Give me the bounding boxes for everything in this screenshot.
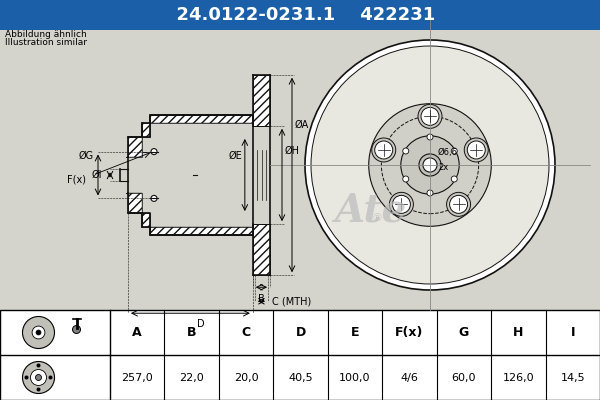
Bar <box>253 224 270 275</box>
Text: E: E <box>351 326 359 339</box>
Circle shape <box>464 138 488 162</box>
Text: ØI: ØI <box>91 170 102 180</box>
Bar <box>128 137 142 157</box>
Text: 14,5: 14,5 <box>560 372 585 382</box>
Text: B: B <box>258 294 265 304</box>
Circle shape <box>418 104 442 128</box>
Bar <box>128 193 142 213</box>
Circle shape <box>392 195 410 213</box>
Circle shape <box>467 141 485 159</box>
Bar <box>253 75 270 126</box>
Bar <box>150 115 253 123</box>
Text: 22,0: 22,0 <box>179 372 204 382</box>
Text: 2x: 2x <box>438 163 448 172</box>
Circle shape <box>36 330 41 335</box>
Bar <box>142 213 150 227</box>
Bar <box>142 213 150 227</box>
Text: D: D <box>197 319 204 329</box>
Text: 126,0: 126,0 <box>503 372 534 382</box>
Circle shape <box>151 148 157 154</box>
Text: C: C <box>242 326 251 339</box>
Text: ØG: ØG <box>79 150 94 160</box>
Circle shape <box>49 376 53 380</box>
Circle shape <box>311 46 549 284</box>
Circle shape <box>73 326 80 334</box>
Text: Ø6,6: Ø6,6 <box>438 148 458 157</box>
Bar <box>142 123 150 137</box>
Circle shape <box>446 192 470 216</box>
Text: 20,0: 20,0 <box>234 372 259 382</box>
Text: Illustration similar: Illustration similar <box>5 38 87 47</box>
Circle shape <box>23 316 55 348</box>
Text: 24.0122-0231.1    422231: 24.0122-0231.1 422231 <box>164 6 436 24</box>
Text: 40,5: 40,5 <box>288 372 313 382</box>
Text: Ate: Ate <box>334 191 406 229</box>
Circle shape <box>37 364 41 368</box>
Bar <box>128 193 142 213</box>
Circle shape <box>427 190 433 196</box>
Text: H: H <box>513 326 524 339</box>
Text: ®: ® <box>371 213 383 223</box>
Text: 100,0: 100,0 <box>339 372 371 382</box>
Circle shape <box>25 376 29 380</box>
Text: 4/6: 4/6 <box>401 372 418 382</box>
Text: I: I <box>571 326 575 339</box>
Circle shape <box>151 196 157 202</box>
Text: 60,0: 60,0 <box>452 372 476 382</box>
Circle shape <box>401 136 459 194</box>
Bar <box>253 75 270 126</box>
FancyBboxPatch shape <box>0 30 600 310</box>
Text: F(x): F(x) <box>67 175 86 185</box>
Text: B: B <box>187 326 196 339</box>
Circle shape <box>423 158 437 172</box>
Bar <box>142 123 150 137</box>
Bar <box>150 227 253 235</box>
Circle shape <box>403 148 409 154</box>
Circle shape <box>451 176 457 182</box>
Circle shape <box>389 192 413 216</box>
Text: D: D <box>295 326 305 339</box>
Circle shape <box>369 104 491 226</box>
Text: 257,0: 257,0 <box>121 372 153 382</box>
Bar <box>253 269 270 275</box>
Circle shape <box>419 154 441 176</box>
Text: ØA: ØA <box>295 120 309 130</box>
Text: C (MTH): C (MTH) <box>272 296 311 306</box>
Circle shape <box>37 388 41 392</box>
Circle shape <box>449 195 467 213</box>
Text: ØE: ØE <box>228 150 242 160</box>
Circle shape <box>421 107 439 125</box>
Text: A: A <box>133 326 142 339</box>
Circle shape <box>372 138 396 162</box>
Bar <box>253 75 270 81</box>
Circle shape <box>427 134 433 140</box>
Circle shape <box>305 40 555 290</box>
Circle shape <box>35 374 41 380</box>
FancyBboxPatch shape <box>0 0 600 30</box>
Text: F(x): F(x) <box>395 326 424 339</box>
Bar <box>253 269 270 275</box>
Circle shape <box>31 370 47 386</box>
Bar <box>150 115 253 123</box>
Bar <box>128 137 142 157</box>
Bar <box>253 75 270 81</box>
FancyBboxPatch shape <box>0 310 600 400</box>
Circle shape <box>23 362 55 394</box>
Bar <box>150 227 253 235</box>
Bar <box>253 224 270 275</box>
Text: G: G <box>459 326 469 339</box>
Circle shape <box>375 141 393 159</box>
Text: ØH: ØH <box>285 146 300 156</box>
Text: Abbildung ähnlich: Abbildung ähnlich <box>5 30 87 39</box>
Circle shape <box>403 176 409 182</box>
Circle shape <box>32 326 45 339</box>
Circle shape <box>451 148 457 154</box>
